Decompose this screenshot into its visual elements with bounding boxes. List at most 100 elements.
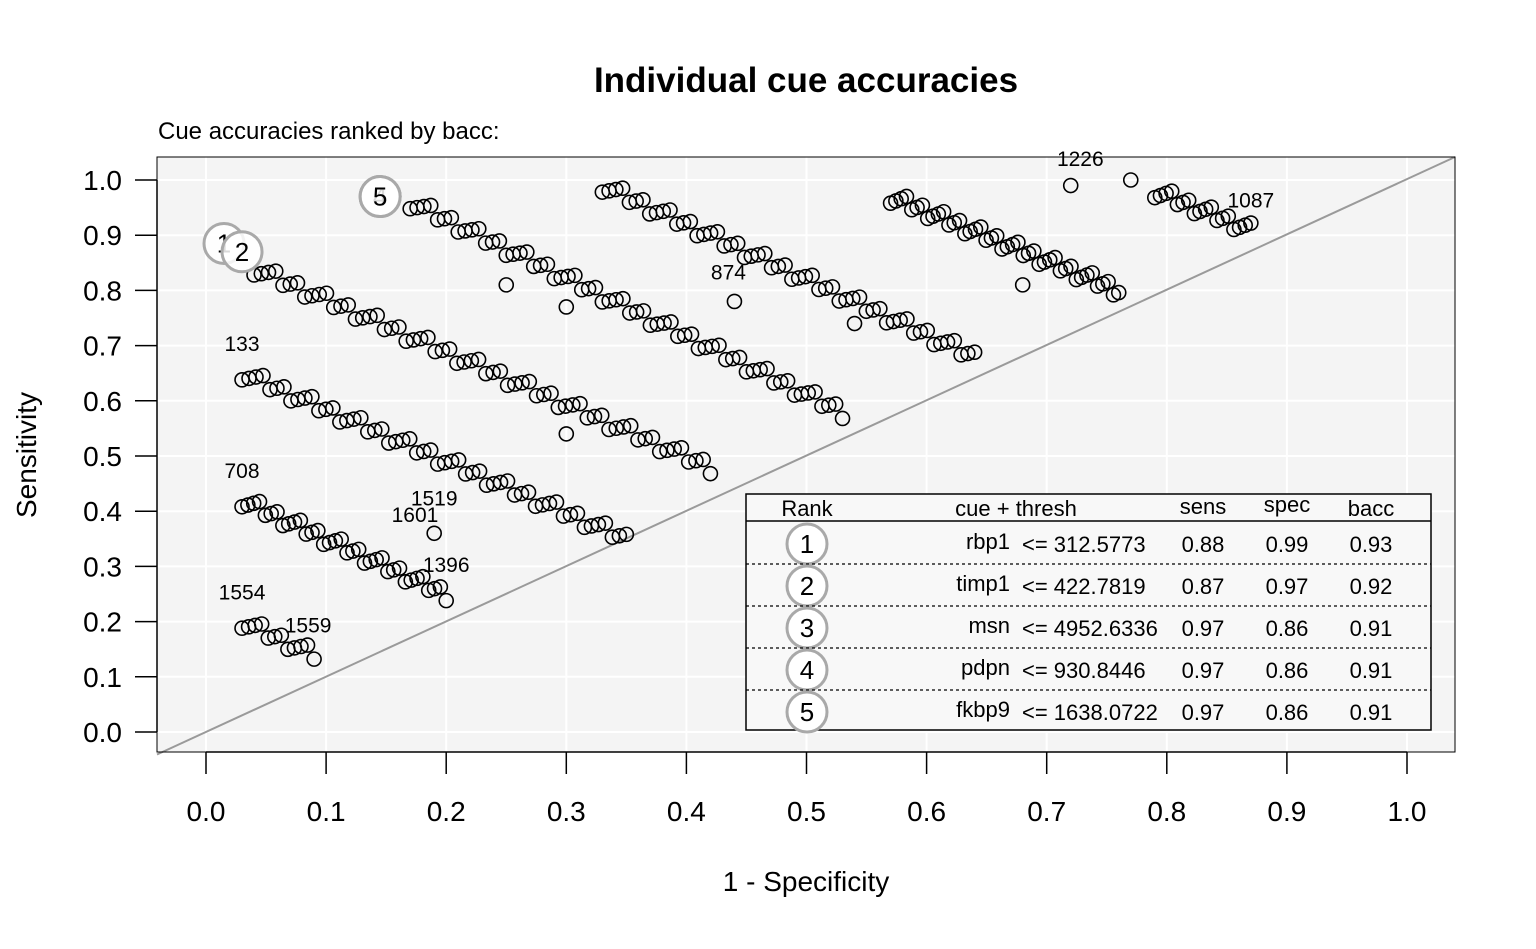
- data-point: [702, 465, 719, 482]
- y-tick-label: 0.1: [83, 662, 122, 693]
- data-point: [345, 543, 361, 559]
- data-point: [659, 442, 675, 459]
- legend-spec: 0.86: [1266, 700, 1309, 725]
- data-point: [385, 562, 402, 578]
- data-point: [293, 638, 309, 655]
- data-point: [491, 233, 508, 249]
- data-point: [872, 300, 888, 317]
- data-point: [622, 417, 639, 434]
- data-point: [914, 197, 931, 214]
- data-point: [759, 360, 775, 377]
- data-point: [478, 365, 494, 382]
- data-point: [275, 517, 291, 534]
- point-label: 1554: [219, 582, 266, 605]
- data-point: [827, 396, 844, 412]
- y-tick-label: 0.5: [83, 441, 122, 472]
- legend-bacc: 0.91: [1350, 658, 1393, 683]
- data-point: [276, 379, 292, 395]
- legend-header-bacc: bacc: [1348, 496, 1394, 521]
- legend-thresh: <= 1638.0722: [1022, 700, 1158, 725]
- data-point: [286, 514, 303, 530]
- y-tick-label: 0.8: [83, 275, 122, 306]
- legend-spec: 0.99: [1266, 532, 1309, 557]
- data-point: [368, 551, 384, 568]
- top-cue-rank: 5: [373, 182, 387, 212]
- data-point: [519, 244, 535, 260]
- data-point: [1110, 284, 1127, 301]
- data-point: [851, 289, 868, 305]
- data-point: [1122, 172, 1139, 188]
- x-tick-label: 0.3: [547, 796, 586, 827]
- data-point: [1163, 183, 1180, 200]
- point-label: 1226: [1057, 148, 1104, 171]
- data-point: [567, 267, 583, 284]
- data-point: [1084, 265, 1101, 281]
- data-point: [263, 505, 279, 522]
- point-label: 133: [225, 333, 260, 356]
- data-point: [579, 410, 596, 426]
- data-point: [464, 464, 481, 481]
- data-point: [292, 512, 309, 529]
- data-point: [960, 345, 976, 362]
- data-point: [1047, 249, 1063, 266]
- data-point: [590, 516, 607, 533]
- data-point: [695, 451, 711, 468]
- x-tick-label: 0.9: [1267, 796, 1306, 827]
- data-point: [543, 385, 559, 402]
- data-point: [247, 617, 263, 634]
- data-point: [499, 473, 516, 489]
- point-label: 1519: [411, 488, 458, 511]
- data-point: [267, 263, 284, 279]
- x-tick-label: 1.0: [1388, 796, 1427, 827]
- legend-sens: 0.97: [1182, 700, 1225, 725]
- data-point: [299, 637, 316, 653]
- data-point: [558, 299, 575, 315]
- data-point: [756, 245, 773, 262]
- data-point: [779, 372, 796, 389]
- data-point: [558, 426, 575, 442]
- data-point: [321, 534, 338, 551]
- data-point: [514, 375, 530, 391]
- legend-spec: 0.86: [1266, 658, 1309, 683]
- data-point: [391, 560, 408, 576]
- data-point: [366, 422, 383, 439]
- data-point: [347, 311, 364, 327]
- data-point: [369, 307, 385, 324]
- legend-bacc: 0.92: [1350, 574, 1393, 599]
- data-point: [539, 256, 556, 273]
- data-point: [729, 235, 746, 252]
- data-point: [513, 485, 530, 502]
- data-point: [946, 332, 963, 349]
- top-cue-marker: [358, 175, 402, 219]
- data-point: [824, 279, 841, 295]
- x-axis-label: 1 - Specificity: [723, 866, 890, 897]
- y-tick-label: 0.9: [83, 220, 122, 251]
- data-point: [935, 203, 952, 220]
- data-point: [834, 410, 851, 427]
- legend-rows: 1 rbp1 <= 312.5773 0.88 0.99 0.93 2 timp1 <= 422…: [746, 522, 1431, 734]
- data-point: [498, 277, 515, 293]
- data-point: [391, 319, 407, 335]
- data-point: [972, 219, 989, 235]
- data-point: [562, 506, 579, 523]
- y-tick-label: 1.0: [83, 165, 122, 196]
- data-point: [666, 441, 682, 457]
- legend-cue: msn: [968, 613, 1010, 638]
- data-point: [327, 533, 344, 549]
- data-point: [704, 338, 720, 355]
- legend-rank: 1: [800, 529, 814, 559]
- legend-table: Rank cue + thresh sens spec bacc 1 rbp1 <=…: [745, 492, 1432, 734]
- data-point: [240, 497, 256, 513]
- data-point: [655, 203, 672, 220]
- data-point: [426, 525, 442, 542]
- data-point: [520, 484, 537, 501]
- legend-header-sens: sens: [1180, 494, 1226, 519]
- data-point: [318, 401, 334, 418]
- legend-bacc: 0.91: [1350, 616, 1393, 641]
- data-point: [350, 541, 367, 558]
- data-point: [356, 555, 373, 571]
- data-point: [637, 430, 654, 447]
- data-point: [557, 398, 574, 414]
- y-axis: 0.0 0.1 0.2 0.3 0.4 0.5 0.6 0.7 0.8 0.9 1.0: [83, 165, 158, 748]
- data-point: [405, 332, 422, 348]
